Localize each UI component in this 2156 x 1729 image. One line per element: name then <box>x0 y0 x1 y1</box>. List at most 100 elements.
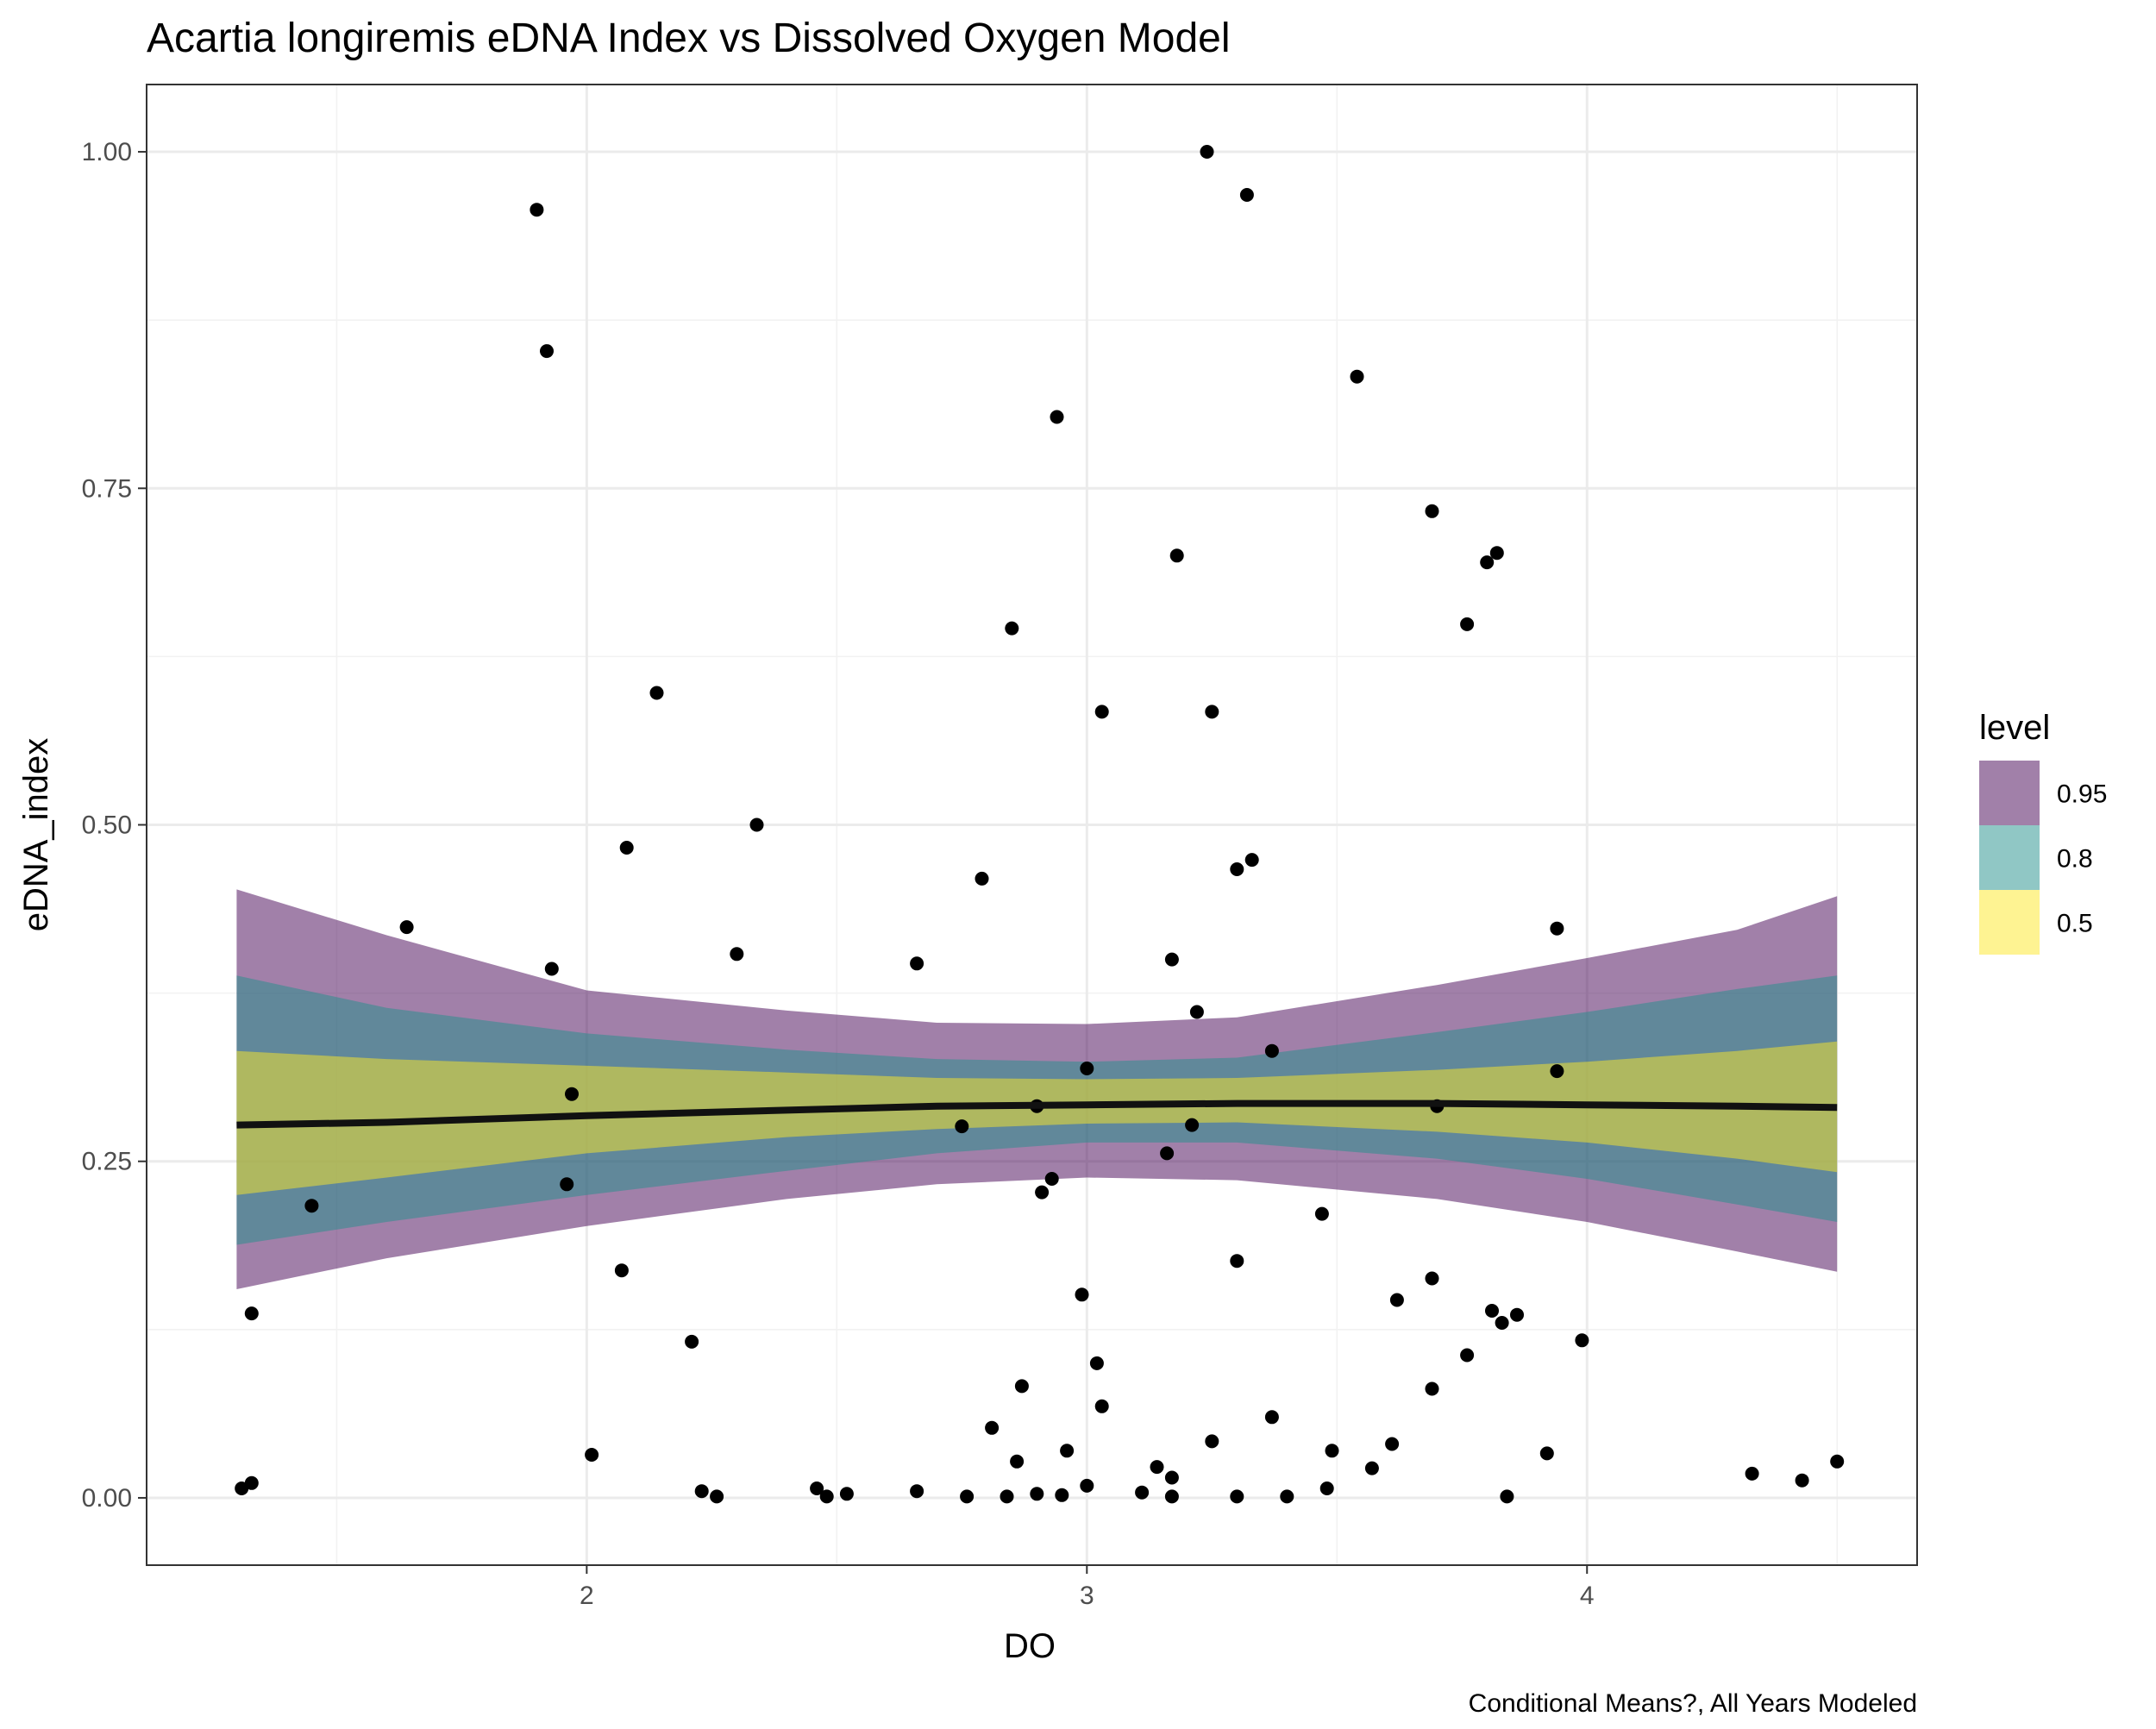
data-point <box>1230 1254 1244 1269</box>
data-point <box>540 344 554 359</box>
data-point <box>1795 1473 1809 1488</box>
y-tick-label: 0.75 <box>82 474 132 503</box>
data-point <box>1325 1444 1339 1458</box>
data-point <box>985 1420 1000 1435</box>
data-point <box>1539 1446 1554 1461</box>
data-point <box>1089 1356 1104 1370</box>
x-axis-title: DO <box>1004 1627 1056 1665</box>
data-point <box>819 1489 834 1504</box>
data-point <box>1160 1146 1175 1161</box>
data-point <box>565 1087 579 1101</box>
data-point <box>1319 1482 1334 1495</box>
data-point <box>1164 952 1179 967</box>
data-point <box>685 1334 699 1349</box>
data-point <box>1425 1381 1439 1396</box>
data-point <box>1185 1118 1200 1132</box>
data-point <box>1480 555 1495 570</box>
legend-label: 0.5 <box>2057 910 2093 938</box>
data-point <box>1314 1206 1329 1221</box>
data-point <box>910 1484 924 1499</box>
data-point <box>1094 705 1109 719</box>
legend-title: level <box>1979 709 2050 747</box>
data-point <box>1264 1410 1279 1425</box>
data-point <box>910 956 924 971</box>
data-point <box>399 920 414 935</box>
data-point <box>1364 1461 1379 1475</box>
data-point <box>749 818 764 832</box>
data-point <box>1080 1478 1094 1493</box>
x-tick-label: 4 <box>1580 1582 1595 1610</box>
data-point <box>1239 188 1254 202</box>
data-point <box>1460 617 1475 631</box>
data-point <box>960 1489 975 1504</box>
data-point <box>1389 1293 1404 1307</box>
data-point <box>619 841 634 855</box>
data-point <box>1350 369 1364 384</box>
data-point <box>1055 1488 1069 1502</box>
data-point <box>1500 1489 1514 1504</box>
data-point <box>839 1487 854 1501</box>
data-point <box>585 1448 599 1462</box>
data-point <box>649 686 664 700</box>
x-tick-label: 3 <box>1080 1582 1094 1610</box>
ribbon-0.5 <box>236 1041 1838 1195</box>
observation-points <box>235 145 1845 1504</box>
data-point <box>1280 1489 1294 1504</box>
data-point <box>1425 1271 1439 1286</box>
data-point <box>1550 1064 1564 1079</box>
data-point <box>1030 1487 1044 1501</box>
y-tick-label: 0.25 <box>82 1148 132 1176</box>
data-point <box>1205 705 1219 719</box>
data-point <box>1035 1185 1050 1200</box>
legend-label: 0.95 <box>2057 780 2107 809</box>
data-point <box>1164 1489 1179 1504</box>
data-point <box>1010 1454 1025 1469</box>
data-point <box>614 1263 629 1278</box>
data-point <box>560 1177 574 1192</box>
data-point <box>1189 1005 1204 1019</box>
data-point <box>544 962 559 976</box>
data-point <box>710 1489 724 1504</box>
data-point <box>1575 1333 1589 1348</box>
data-point <box>1244 853 1259 868</box>
fit-line <box>236 1099 1838 1129</box>
chart-caption: Conditional Means?, All Years Modeled <box>1469 1689 1917 1718</box>
data-point <box>530 203 544 217</box>
fit-line-layer <box>236 1099 1838 1129</box>
data-point <box>1135 1485 1150 1500</box>
chart-title: Acartia longiremis eDNA Index vs Dissolv… <box>147 16 1231 61</box>
data-point <box>304 1199 319 1213</box>
data-point <box>975 871 989 886</box>
data-point <box>1264 1043 1279 1058</box>
data-point <box>235 1482 249 1495</box>
legend-label: 0.8 <box>2057 845 2093 874</box>
data-point <box>1485 1304 1499 1318</box>
x-tick-label: 2 <box>580 1582 594 1610</box>
data-point <box>1150 1460 1164 1475</box>
data-point <box>1164 1470 1179 1485</box>
data-point <box>1094 1399 1109 1413</box>
data-point <box>1745 1466 1759 1481</box>
legend-key-0.95 <box>1979 761 2040 825</box>
data-point <box>1489 546 1504 561</box>
data-point <box>1014 1379 1029 1394</box>
data-point <box>955 1119 969 1134</box>
data-point <box>810 1482 824 1495</box>
y-tick-label: 0.00 <box>82 1484 132 1513</box>
data-point <box>1230 1489 1244 1504</box>
data-point <box>1550 921 1564 936</box>
data-point <box>1385 1437 1400 1451</box>
data-point <box>1044 1172 1059 1186</box>
data-point <box>1495 1316 1509 1330</box>
data-point <box>1050 410 1064 424</box>
data-point <box>244 1306 259 1321</box>
data-point <box>1060 1444 1075 1458</box>
data-point <box>730 947 744 962</box>
data-point <box>1230 862 1244 876</box>
axes: 2 3 4 0.00 0.25 0.50 0.75 1.00 <box>82 84 1918 1610</box>
y-axis-title: eDNA_index <box>17 738 55 932</box>
data-point <box>1510 1307 1524 1322</box>
data-point <box>1075 1287 1089 1302</box>
